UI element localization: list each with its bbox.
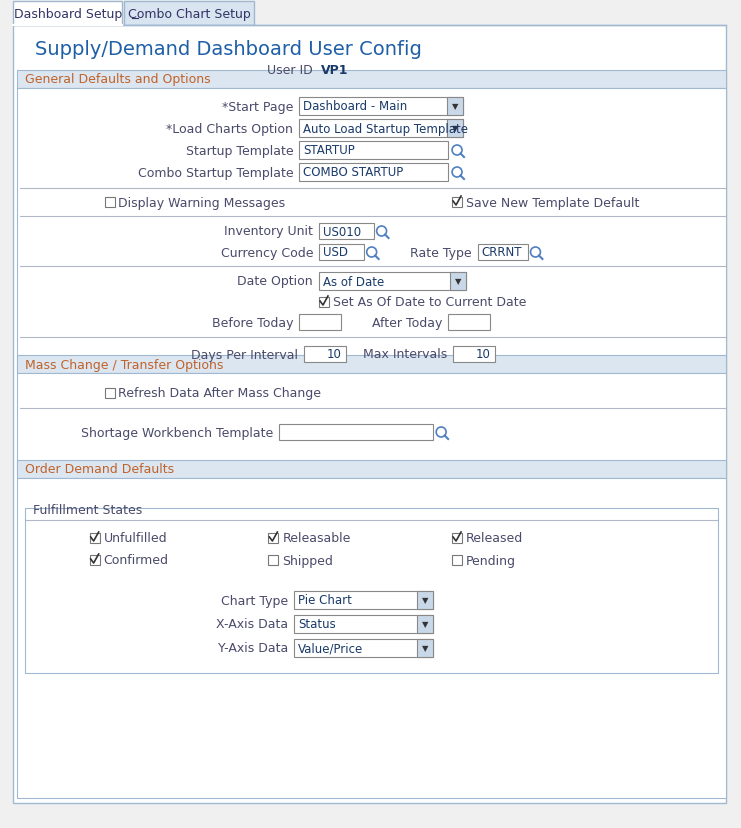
Bar xyxy=(90,533,99,543)
Bar xyxy=(304,347,346,363)
Bar xyxy=(268,533,279,543)
Bar xyxy=(17,479,726,798)
Bar xyxy=(17,89,726,373)
Bar xyxy=(452,533,462,543)
Text: Auto Load Startup Template: Auto Load Startup Template xyxy=(303,123,468,135)
Text: Supply/Demand Dashboard User Config: Supply/Demand Dashboard User Config xyxy=(35,40,422,59)
Text: Date Option: Date Option xyxy=(237,275,313,288)
Bar xyxy=(13,2,122,26)
Text: ▼: ▼ xyxy=(422,596,428,604)
Text: User ID: User ID xyxy=(268,65,313,77)
Text: Fulfillment States: Fulfillment States xyxy=(33,504,142,517)
Text: 10: 10 xyxy=(476,348,491,361)
Text: Rate Type: Rate Type xyxy=(411,246,472,259)
Bar xyxy=(294,639,433,657)
Bar xyxy=(17,460,726,479)
Bar xyxy=(453,347,495,363)
Bar xyxy=(478,245,528,261)
Bar xyxy=(319,245,364,261)
Text: ▼: ▼ xyxy=(422,619,428,628)
Bar xyxy=(299,164,448,182)
Text: Display Warning Messages: Display Warning Messages xyxy=(119,196,285,209)
Text: Value/Price: Value/Price xyxy=(298,642,363,655)
Text: Chart Type: Chart Type xyxy=(221,594,288,607)
Text: Pending: Pending xyxy=(466,554,516,567)
Bar xyxy=(104,388,115,398)
Text: Unfulfilled: Unfulfilled xyxy=(104,532,167,545)
Text: Max Intervals: Max Intervals xyxy=(363,348,447,361)
Bar xyxy=(17,71,726,89)
Bar xyxy=(319,224,373,240)
Text: Dashboard - Main: Dashboard - Main xyxy=(303,100,408,113)
Bar xyxy=(447,120,463,137)
Bar xyxy=(450,272,466,291)
Text: Mass Change / Transfer Options: Mass Change / Transfer Options xyxy=(25,358,224,371)
Text: Days Per Interval: Days Per Interval xyxy=(191,348,298,361)
Bar xyxy=(124,2,253,26)
Text: Releasable: Releasable xyxy=(282,532,350,545)
Bar xyxy=(104,198,115,208)
Text: Order Demand Defaults: Order Demand Defaults xyxy=(25,463,174,476)
Bar xyxy=(299,142,448,160)
Bar xyxy=(417,639,433,657)
Text: ▼: ▼ xyxy=(455,277,462,286)
Text: *Load Charts Option: *Load Charts Option xyxy=(166,123,293,135)
Bar xyxy=(268,556,279,566)
Bar xyxy=(447,98,463,116)
Bar xyxy=(319,272,466,291)
Bar xyxy=(417,615,433,633)
Text: Combo Startup Template: Combo Startup Template xyxy=(138,166,293,180)
Text: Inventory Unit: Inventory Unit xyxy=(225,225,313,238)
Text: Combo Chart Setup: Combo Chart Setup xyxy=(127,7,250,21)
Bar xyxy=(294,591,433,609)
Bar xyxy=(90,556,99,566)
Bar xyxy=(299,98,463,116)
Text: Before Today: Before Today xyxy=(212,316,293,329)
Text: Dashboard Setup: Dashboard Setup xyxy=(14,7,122,21)
Text: ▼: ▼ xyxy=(422,643,428,652)
Text: X-Axis Data: X-Axis Data xyxy=(216,618,288,631)
Text: Pie Chart: Pie Chart xyxy=(298,594,352,607)
Bar xyxy=(17,373,726,474)
Text: Refresh Data After Mass Change: Refresh Data After Mass Change xyxy=(119,387,322,400)
Text: Shortage Workbench Template: Shortage Workbench Template xyxy=(81,426,273,439)
Text: General Defaults and Options: General Defaults and Options xyxy=(25,74,210,86)
Bar xyxy=(452,556,462,566)
Bar xyxy=(299,315,341,330)
Text: 10: 10 xyxy=(327,348,342,361)
Text: ▼: ▼ xyxy=(452,124,459,133)
Text: COMBO STARTUP: COMBO STARTUP xyxy=(303,166,403,180)
Text: Currency Code: Currency Code xyxy=(221,246,313,259)
Text: VP1: VP1 xyxy=(321,65,348,77)
Text: US010: US010 xyxy=(323,225,361,238)
Bar xyxy=(25,508,718,673)
Text: Set As Of Date to Current Date: Set As Of Date to Current Date xyxy=(333,296,526,309)
Text: Y-Axis Data: Y-Axis Data xyxy=(218,642,288,655)
Bar xyxy=(17,355,726,373)
Text: CRRNT: CRRNT xyxy=(482,246,522,259)
Bar xyxy=(417,591,433,609)
Bar xyxy=(299,120,463,137)
Bar xyxy=(448,315,490,330)
Text: ▼: ▼ xyxy=(452,103,459,111)
Text: USD: USD xyxy=(323,246,348,259)
Text: Save New Template Default: Save New Template Default xyxy=(466,196,639,209)
Bar xyxy=(294,615,433,633)
Text: Startup Template: Startup Template xyxy=(185,144,293,157)
Text: STARTUP: STARTUP xyxy=(303,144,355,157)
Bar xyxy=(279,425,433,440)
Text: After Today: After Today xyxy=(372,316,442,329)
Text: *Start Page: *Start Page xyxy=(222,100,293,113)
Bar xyxy=(319,297,329,308)
Text: As of Date: As of Date xyxy=(323,275,385,288)
Text: Confirmed: Confirmed xyxy=(104,554,169,567)
Text: Status: Status xyxy=(298,618,336,631)
Text: Shipped: Shipped xyxy=(282,554,333,567)
Bar xyxy=(452,198,462,208)
Text: Released: Released xyxy=(466,532,523,545)
